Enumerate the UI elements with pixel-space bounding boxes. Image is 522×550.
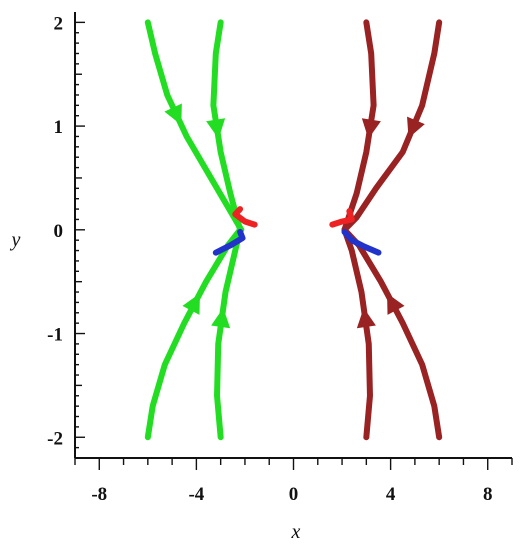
y-tick-label: 0 (54, 221, 64, 242)
x-tick-label: 0 (289, 484, 299, 505)
direction-arrow-5-0 (407, 116, 425, 139)
direction-arrow-2-0 (182, 293, 200, 315)
x-axis-label: x (291, 521, 301, 543)
x-tick-label: -4 (188, 484, 204, 505)
direction-arrow-4-0 (361, 118, 381, 139)
direction-arrow-3-0 (211, 307, 231, 329)
trajectory-curve-7 (341, 226, 443, 441)
trajectory-curve-8 (232, 206, 258, 228)
curves-layer (144, 19, 443, 441)
x-tick-label: 8 (483, 484, 493, 505)
y-tick-label: -1 (47, 325, 63, 346)
y-ticks: -2 -1 0 1 2 (47, 13, 85, 459)
x-tick-label: 4 (386, 484, 396, 505)
direction-arrow-0-0 (164, 103, 182, 125)
x-ticks: -8 -4 0 4 8 (74, 458, 513, 505)
trajectory-curve-11 (341, 228, 382, 256)
direction-arrow-6-0 (356, 307, 376, 329)
x-tick-label: -8 (91, 484, 107, 505)
direction-arrow-1-0 (206, 118, 226, 139)
y-tick-label: 1 (54, 117, 64, 138)
trajectory-curve-10 (329, 208, 355, 228)
trajectory-curve-2 (144, 226, 244, 441)
trajectory-curve-5 (341, 19, 443, 233)
y-tick-label: 2 (54, 13, 64, 34)
trajectory-curve-9 (212, 228, 246, 256)
direction-arrow-7-0 (387, 293, 405, 315)
trajectory-curve-0 (144, 19, 245, 233)
y-axis-label: y (10, 229, 21, 251)
y-tick-label: -2 (47, 428, 63, 449)
